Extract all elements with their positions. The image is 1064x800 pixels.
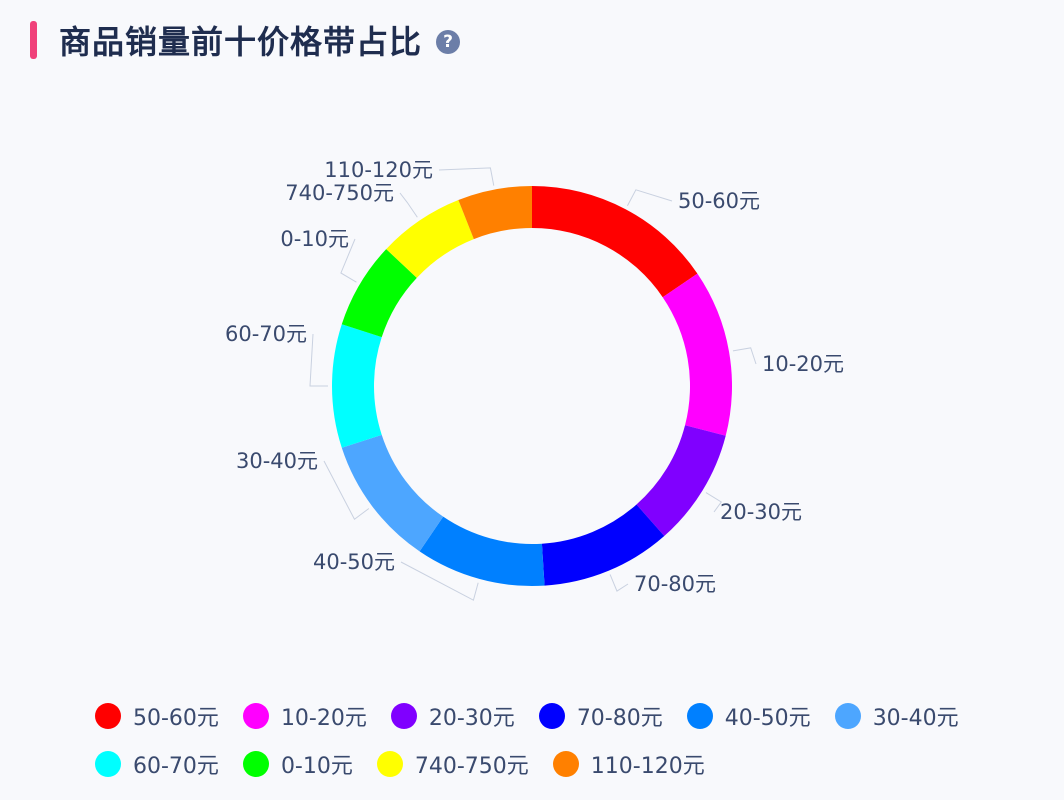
leader-line (309, 333, 328, 387)
slice-label: 70-80元 (634, 572, 716, 596)
leader-line (705, 492, 723, 513)
donut-slice-110-120元[interactable] (458, 186, 532, 240)
legend-label: 0-10元 (280, 754, 353, 779)
donut-slice-740-750元[interactable] (386, 200, 474, 278)
question-circle-icon[interactable]: ? (436, 30, 461, 54)
leader-line (323, 460, 370, 521)
legend-label: 70-80元 (576, 706, 663, 731)
slice-label: 50-60元 (678, 189, 760, 213)
donut-slice-10-20元[interactable] (662, 273, 732, 436)
leader-line (400, 561, 479, 601)
legend-item[interactable]: 60-70元 (95, 748, 219, 780)
legend-swatch (390, 703, 417, 729)
legend-item[interactable]: 50-60元 (95, 700, 219, 732)
legend-label: 30-40元 (872, 706, 959, 731)
slice-label: 20-30元 (720, 500, 802, 524)
chart-legend: 50-60元 10-20元 20-30元 70-80元 40-50元 30-40元 60-7… (95, 692, 995, 788)
donut-slice-30-40元[interactable] (341, 434, 444, 552)
title-accent-bar (30, 21, 37, 59)
legend-row: 60-70元 0-10元 740-750元 110-120元 (95, 740, 995, 788)
legend-label: 740-750元 (414, 754, 529, 779)
legend-swatch (95, 703, 121, 729)
legend-label: 60-70元 (133, 754, 219, 779)
legend-item[interactable]: 20-30元 (390, 700, 515, 732)
legend-item[interactable]: 30-40元 (834, 700, 959, 732)
legend-item[interactable]: 110-120元 (552, 748, 705, 780)
legend-swatch (538, 703, 565, 729)
chart-title: 商品销量前十价格带占比 (59, 23, 423, 61)
donut-slice-0-10元[interactable] (341, 249, 417, 338)
leader-line (627, 189, 673, 206)
donut-slice-60-70元[interactable] (332, 324, 382, 448)
leader-line (732, 347, 757, 365)
legend-item[interactable]: 0-10元 (242, 748, 353, 780)
legend-label: 110-120元 (590, 754, 705, 779)
legend-item[interactable]: 40-50元 (686, 700, 811, 732)
leader-line (399, 192, 418, 218)
slice-label: 740-750元 (285, 181, 394, 205)
legend-item[interactable]: 70-80元 (538, 700, 663, 732)
donut-chart: 50-60元 10-20元 20-30元 70-80元 40-50元 30-40元 60-7… (225, 158, 844, 601)
slice-label: 30-40元 (236, 449, 318, 473)
slice-label: 60-70元 (225, 322, 307, 346)
leader-line (340, 238, 357, 283)
slice-label: 10-20元 (762, 352, 844, 376)
slice-label: 0-10元 (280, 227, 349, 251)
slice-label: 40-50元 (313, 550, 395, 574)
donut-slice-50-60元[interactable] (532, 186, 698, 298)
legend-swatch (242, 751, 269, 777)
legend-label: 20-30元 (428, 706, 515, 731)
legend-swatch (242, 703, 269, 729)
donut-slice-70-80元[interactable] (541, 504, 665, 586)
legend-swatch (686, 703, 713, 729)
donut-slice-20-30元[interactable] (636, 425, 726, 537)
leader-line (609, 574, 629, 592)
legend-item[interactable]: 10-20元 (242, 700, 367, 732)
legend-item[interactable]: 740-750元 (376, 748, 529, 780)
legend-swatch (376, 751, 403, 777)
legend-row: 50-60元 10-20元 20-30元 70-80元 40-50元 30-40元 (95, 692, 995, 740)
chart-header: 商品销量前十价格带占比 ? (30, 18, 461, 62)
legend-label: 50-60元 (133, 706, 219, 731)
slice-label: 110-120元 (324, 158, 433, 182)
legend-label: 10-20元 (280, 706, 367, 731)
legend-swatch (552, 751, 579, 777)
legend-swatch (834, 703, 861, 729)
legend-label: 40-50元 (724, 706, 811, 731)
donut-slice-40-50元[interactable] (419, 516, 545, 586)
legend-swatch (95, 751, 121, 777)
leader-line (438, 167, 495, 186)
